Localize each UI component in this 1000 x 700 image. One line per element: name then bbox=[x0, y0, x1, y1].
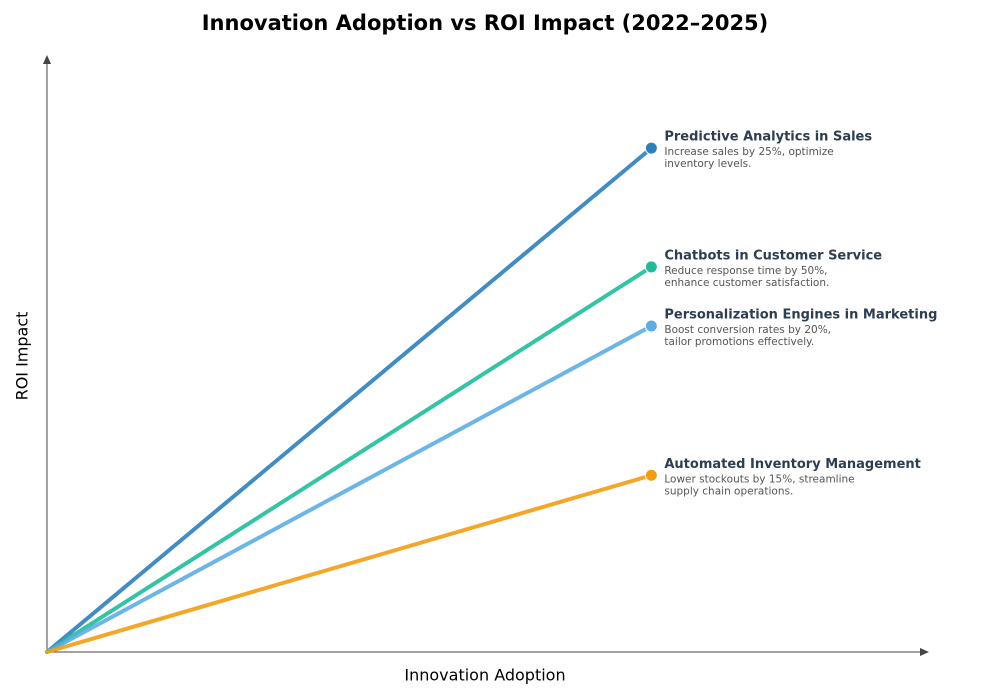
y-axis-label: ROI Impact bbox=[13, 312, 32, 401]
annotation: tailor promotions effectively. bbox=[664, 336, 814, 348]
annotation: inventory levels. bbox=[664, 158, 751, 170]
series-line bbox=[45, 264, 654, 654]
end-marker bbox=[644, 141, 658, 155]
chart-title: Innovation Adoption vs ROI Impact (2022–… bbox=[202, 11, 769, 35]
annotation: Boost conversion rates by 20%, bbox=[664, 324, 831, 336]
end-marker bbox=[644, 468, 658, 482]
annotation: supply chain operations. bbox=[664, 485, 793, 497]
legend-label: Chatbots in Customer Service bbox=[664, 248, 882, 263]
series-line bbox=[45, 146, 654, 654]
annotation: Lower stockouts by 15%, streamline bbox=[664, 473, 854, 485]
annotation: Reduce response time by 50%, bbox=[664, 265, 827, 277]
end-marker bbox=[644, 319, 658, 333]
legend-label: Automated Inventory Management bbox=[664, 457, 921, 472]
annotation: enhance customer satisfaction. bbox=[664, 277, 829, 289]
legend-label: Predictive Analytics in Sales bbox=[664, 130, 872, 145]
x-axis-label: Innovation Adoption bbox=[404, 666, 565, 685]
end-marker bbox=[644, 260, 658, 274]
legend-label: Personalization Engines in Marketing bbox=[664, 308, 937, 323]
annotation: Increase sales by 25%, optimize bbox=[664, 146, 833, 158]
series-line bbox=[45, 324, 654, 654]
series-line bbox=[45, 473, 654, 654]
